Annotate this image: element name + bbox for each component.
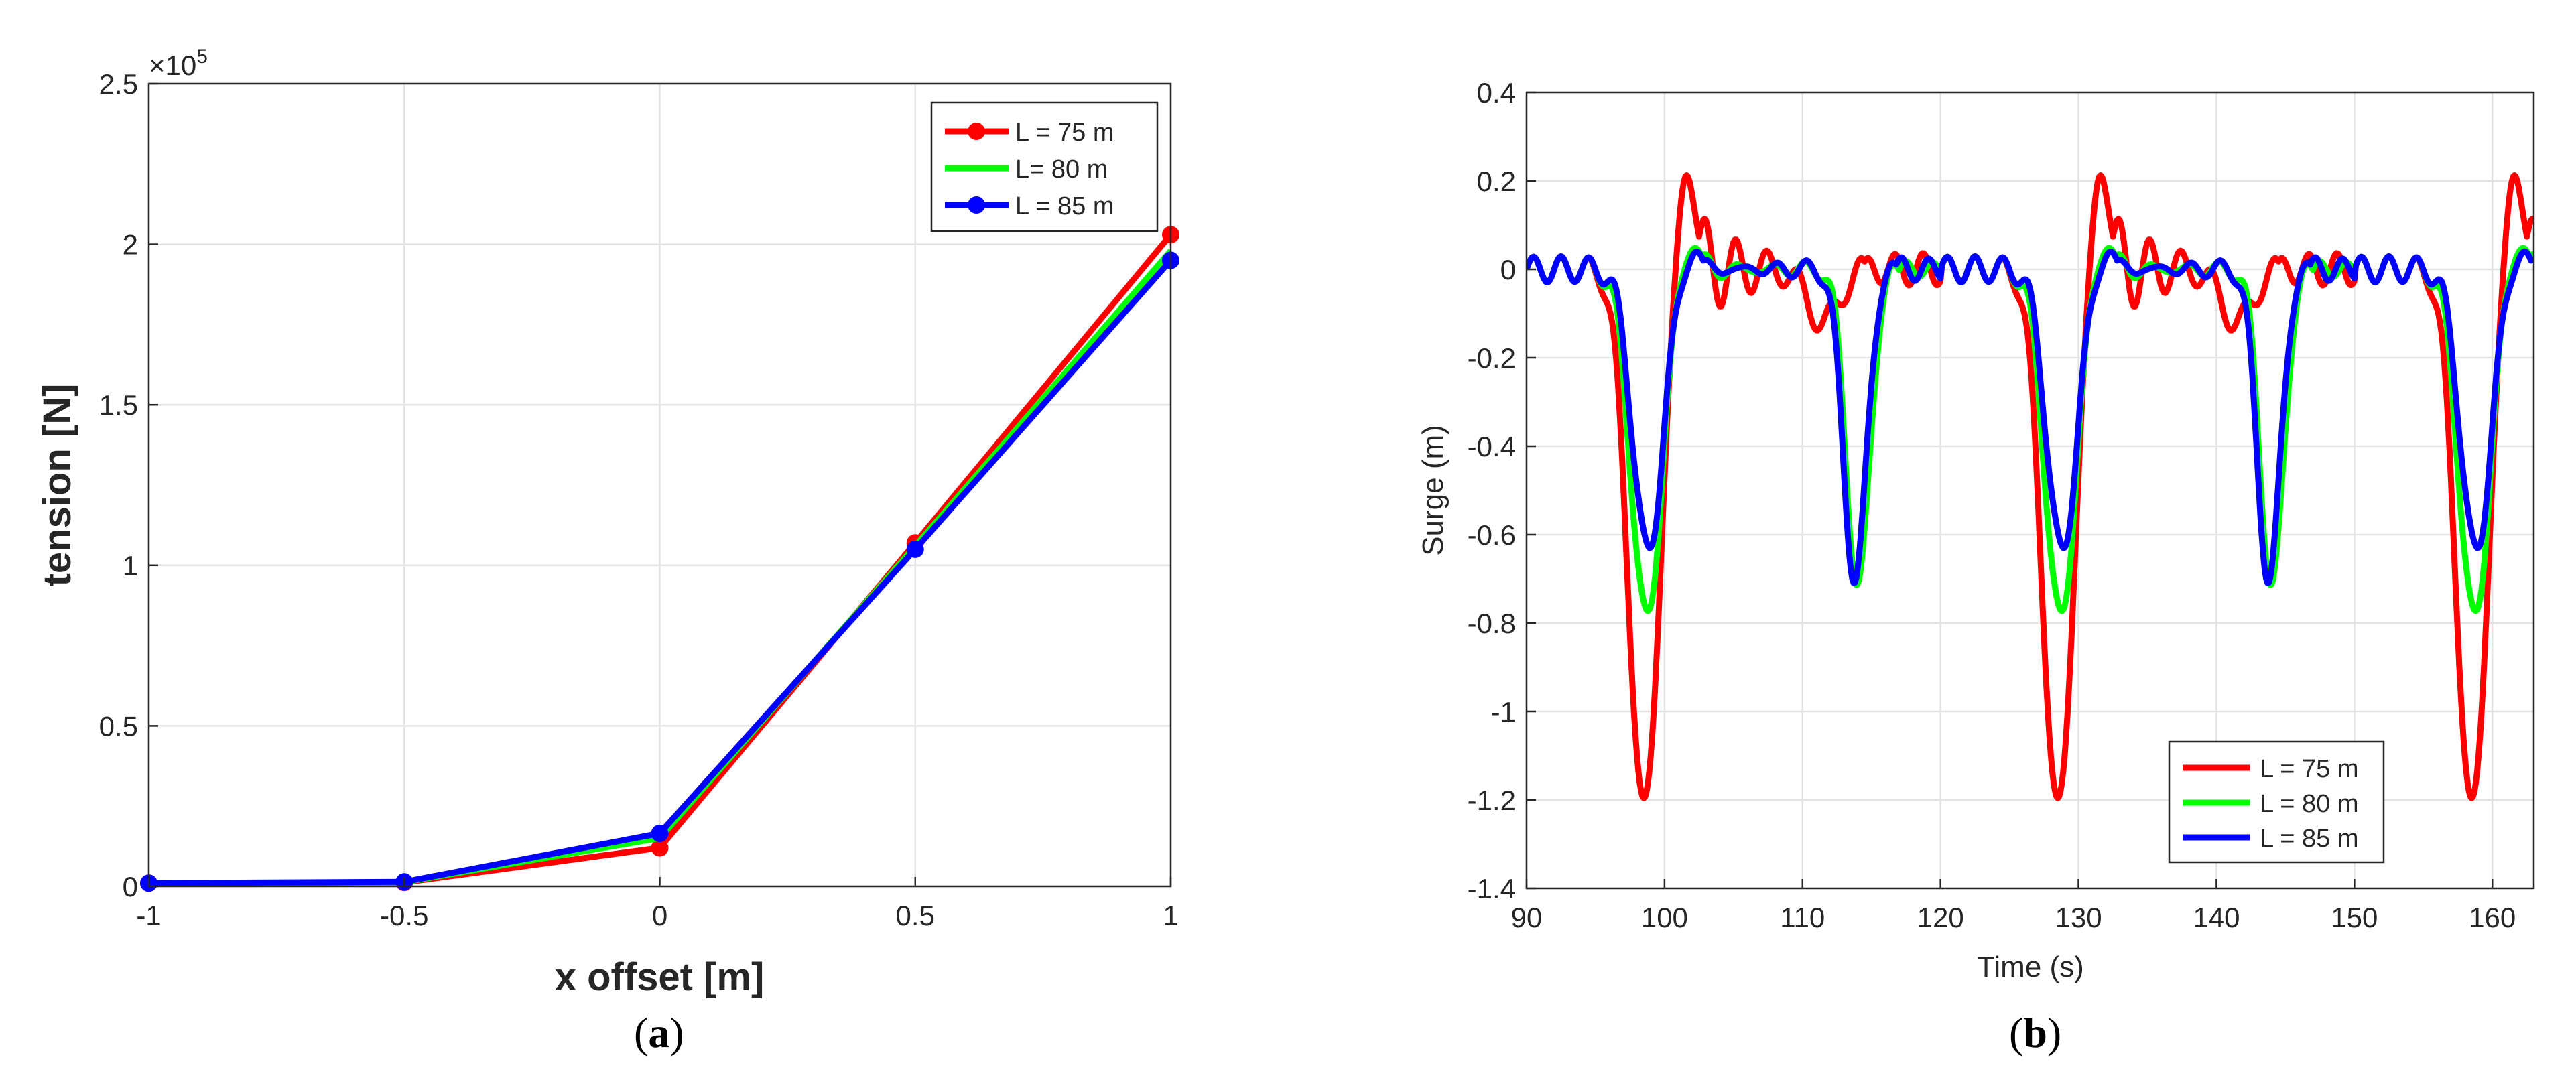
legend-marker-l-85-m [968, 196, 985, 214]
chart-a-legend: L = 75 m L= 80 m L = 85 m [930, 101, 1159, 232]
chart-a-xtick-label: 1 [1163, 900, 1178, 931]
chart-a-ytick-label: 1.5 [99, 389, 138, 421]
chart-b-ytick-label: 0.2 [1477, 165, 1516, 197]
chart-a-xtick-label: 0.5 [896, 900, 935, 931]
chart-b-xtick-label: 100 [1641, 902, 1688, 933]
chart-a-xtick-label: -1 [136, 900, 161, 931]
chart-b-xtick-label: 110 [1780, 902, 1825, 933]
chart-b-ytick-label: -0.6 [1468, 519, 1516, 551]
legend-label: L = 85 m [2260, 825, 2359, 853]
chart-a-ytick-label: 2 [123, 229, 138, 261]
chart-b-ytick-label: -1 [1491, 696, 1516, 728]
chart-a-panel-label: (a) [634, 1009, 684, 1057]
legend-label: L = 80 m [2260, 790, 2359, 818]
chart-b-ylabel: Surge (m) [1417, 425, 1450, 556]
chart-a-y-multiplier: ×105 [149, 46, 208, 81]
chart-b-series [1527, 172, 2534, 801]
chart-b-ytick-label: -1.2 [1468, 785, 1516, 816]
chart-a-ytick-label: 0.5 [99, 710, 138, 742]
chart-b-ytick-label: 0 [1500, 254, 1516, 285]
chart-b-ytick-label: -0.8 [1468, 608, 1516, 639]
chart-b-frame [1525, 91, 2535, 890]
series-line-l-85-m [1527, 248, 2534, 586]
chart-b-ytick-label: -1.4 [1468, 873, 1516, 904]
chart-a-ylabel: tension [N] [36, 384, 79, 587]
chart-b-xtick-label: 150 [2331, 902, 2378, 933]
chart-b-xtick-label: 130 [2055, 902, 2102, 933]
legend-marker-l-75-m [968, 123, 985, 140]
data-point-l-85-m [651, 824, 669, 842]
chart-b-xlabel: Time (s) [1977, 951, 2084, 983]
chart-b: 90 100 110 120 130 140 150 160 -1.4 -1.2 -1 -0.8 -0.… [1417, 77, 2535, 1057]
chart-b-ytick-label: 0.4 [1477, 77, 1516, 109]
chart-b-xtick-label: 160 [2469, 902, 2516, 933]
chart-b-xtick-label: 140 [2193, 902, 2240, 933]
chart-a-series [140, 226, 1179, 892]
legend-label: L = 75 m [2260, 755, 2359, 783]
chart-a-xtick-label: -0.5 [380, 900, 428, 931]
chart-a-ticks: -1 -0.5 0 0.5 1 0 0.5 1 1.5 2 2.5 [99, 68, 1179, 931]
data-point-l-75-m [651, 839, 669, 857]
chart-b-xtick-label: 120 [1917, 902, 1964, 933]
data-point-l-85-m [906, 540, 924, 558]
legend-label: L= 80 m [1015, 155, 1108, 184]
chart-b-ytick-label: -0.4 [1468, 431, 1516, 462]
legend-label: L = 75 m [1015, 119, 1114, 147]
chart-a-ytick-label: 2.5 [99, 68, 138, 100]
chart-b-ticks: 90 100 110 120 130 140 150 160 -1.4 -1.2 -1 -0.8 -0.… [1468, 77, 2516, 933]
legend-label: L = 85 m [1015, 192, 1114, 220]
chart-a-xlabel: x offset [m] [555, 955, 765, 999]
chart-b-ytick-label: -0.2 [1468, 342, 1516, 374]
chart-a-ytick-label: 1 [123, 550, 138, 582]
chart-a-xtick-label: 0 [652, 900, 667, 931]
chart-a-ytick-label: 0 [123, 871, 138, 902]
chart-b-xtick-label: 90 [1511, 902, 1543, 933]
chart-a: -1 -0.5 0 0.5 1 0 0.5 1 1.5 2 2.5 ×105 x offset [m… [36, 46, 1179, 1057]
chart-b-panel-label: (b) [2009, 1009, 2061, 1057]
chart-b-legend: L = 75 m L = 80 m L = 85 m [2168, 740, 2385, 864]
